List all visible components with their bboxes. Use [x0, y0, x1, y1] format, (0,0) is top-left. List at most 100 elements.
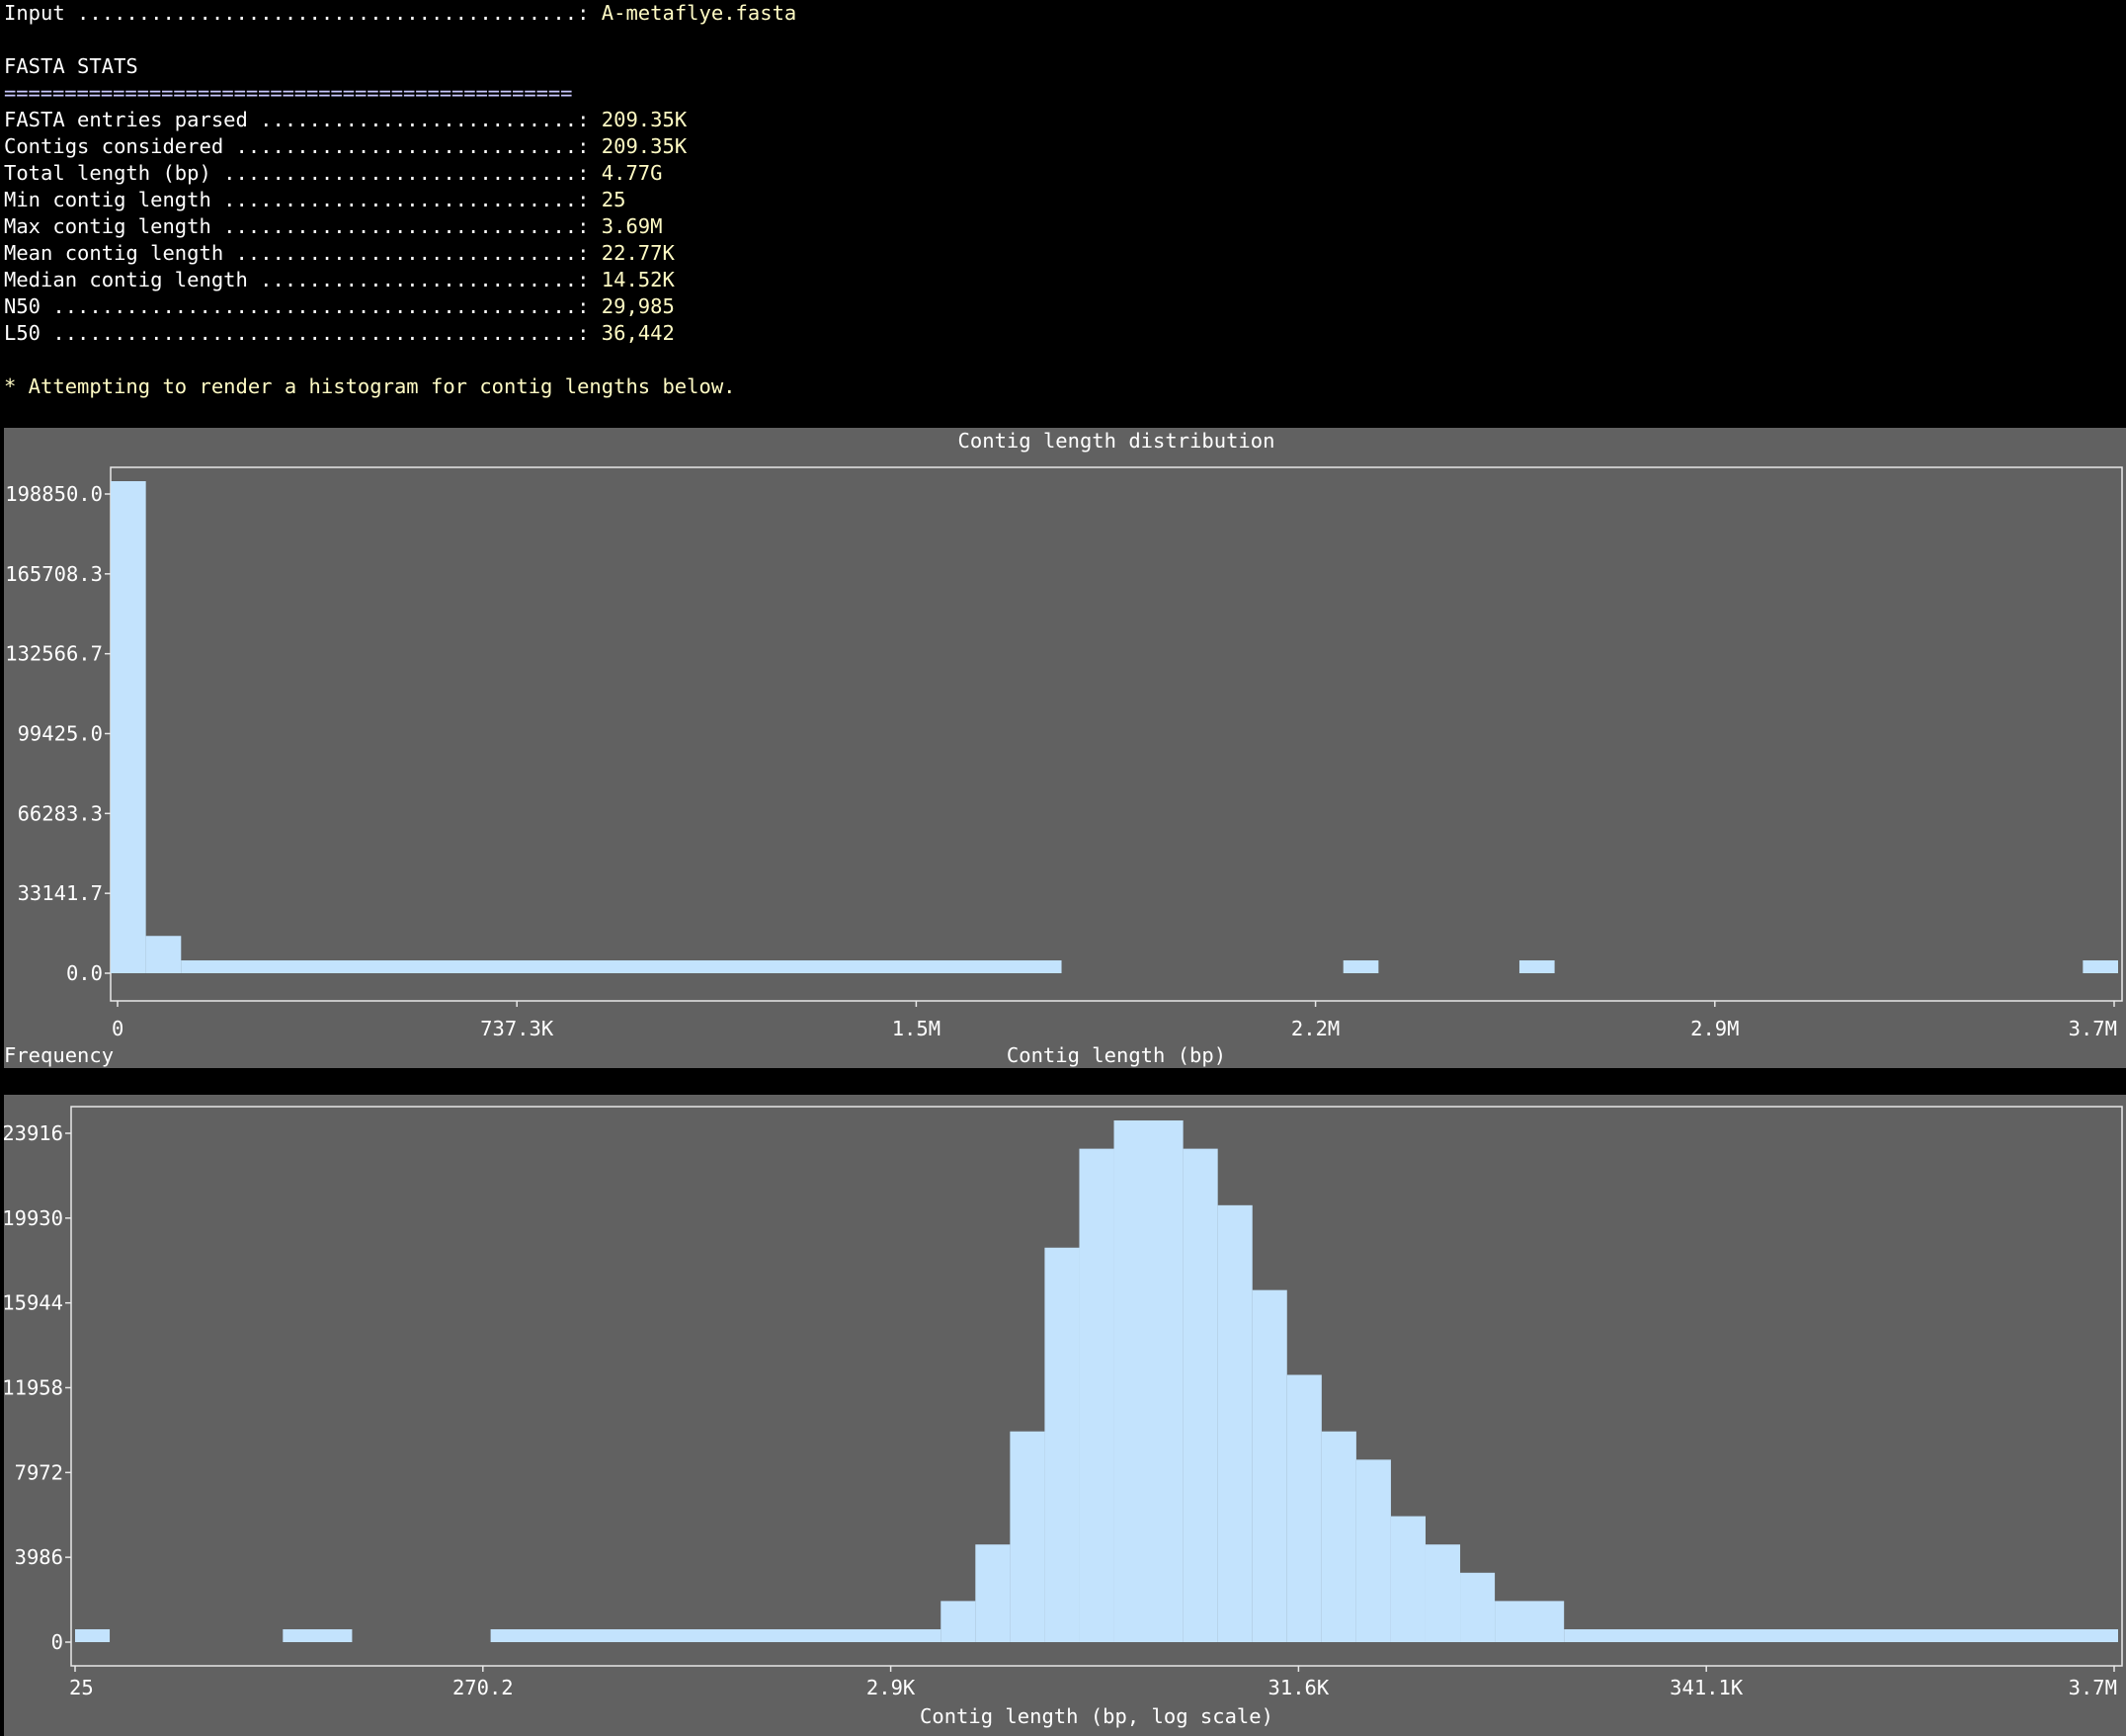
histogram-bar [1343, 960, 1379, 973]
stat-dots: ............................: [223, 134, 602, 158]
histogram-bar [940, 1601, 976, 1642]
log-histogram-chart: 0 3986 7972 11958 15944 19930 23916 25 270.2 2.9K… [4, 1106, 2123, 1728]
y-tick-label: 33141.7 [18, 881, 103, 905]
stats-list: FASTA entries parsed ...................… [4, 107, 2118, 347]
histogram-bar [1286, 1374, 1322, 1642]
plot-frame [70, 1106, 2123, 1667]
x-tick-label: 341.1K [1670, 1676, 1744, 1699]
histogram-bar [1460, 1572, 1496, 1642]
stat-value: 209.35K [601, 108, 688, 131]
histogram-bar [283, 1628, 353, 1642]
linear-histogram-panel: Contig length distribution 0.0 33141.7 6628… [4, 428, 2126, 1068]
y-tick-label: 7972 [15, 1460, 63, 1484]
input-label: Input [4, 1, 65, 25]
stat-dots: .............................: [210, 188, 602, 211]
stat-label: Total length (bp) [4, 161, 211, 185]
blank-line [4, 347, 2118, 373]
histogram-bar [1079, 1148, 1114, 1642]
x-tick-label: 3.7M [2069, 1676, 2117, 1699]
y-tick-label: 15944 [4, 1291, 63, 1315]
stat-value: 14.52K [601, 268, 675, 291]
stat-label: Median contig length [4, 268, 248, 291]
stat-dots: .............................: [210, 161, 602, 185]
stat-row: Median contig length ...................… [4, 267, 2118, 293]
histogram-bar [1321, 1431, 1356, 1642]
stat-value: 25 [601, 188, 626, 211]
stat-row: Total length (bp) ......................… [4, 160, 2118, 187]
stat-row: Mean contig length .....................… [4, 240, 2118, 267]
histogram-bar [1252, 1289, 1287, 1642]
stat-row: Contigs considered .....................… [4, 133, 2118, 160]
stat-row: Min contig length ......................… [4, 187, 2118, 213]
linear-histogram-chart: Contig length distribution 0.0 33141.7 6628… [4, 429, 2123, 1067]
y-tick-label: 198850.0 [5, 482, 103, 506]
y-tick-label: 66283.3 [18, 801, 103, 825]
histogram-bar [490, 1628, 941, 1642]
stat-label: Mean contig length [4, 241, 224, 265]
y-tick-label: 3986 [15, 1545, 63, 1569]
plot-frame [110, 466, 2123, 1002]
y-tick-label: 19930 [4, 1206, 63, 1230]
x-tick-label: 0 [112, 1017, 123, 1040]
y-axis-title: Frequency [4, 1043, 114, 1067]
stat-label: FASTA entries parsed [4, 108, 248, 131]
histogram-bar [1564, 1628, 2118, 1642]
histogram-bar [1518, 960, 1555, 973]
histogram-bar [1390, 1516, 1426, 1642]
histogram-bar [145, 936, 182, 973]
stat-row: N50 ....................................… [4, 293, 2118, 320]
histogram-bar [111, 481, 146, 973]
stat-label: L50 [4, 321, 41, 345]
stat-value: 22.77K [601, 241, 675, 265]
input-line: Input ..................................… [4, 0, 2118, 27]
histogram-bar [1425, 1544, 1461, 1642]
blank-line [4, 27, 2118, 53]
x-axis-title: Contig length (bp, log scale) [920, 1704, 1273, 1728]
x-tick-label: 1.5M [892, 1017, 940, 1040]
stat-dots: ..........................: [247, 108, 602, 131]
section-title: FASTA STATS [4, 54, 138, 78]
x-tick-label: 270.2 [452, 1676, 514, 1699]
histogram-bar [1217, 1204, 1253, 1642]
stat-row: FASTA entries parsed ...................… [4, 107, 2118, 133]
y-tick-label: 0.0 [66, 961, 103, 985]
y-tick-label: 0 [51, 1630, 63, 1654]
stat-label: Max contig length [4, 214, 211, 238]
input-dots: ........................................… [64, 1, 602, 25]
x-tick-label: 31.6K [1268, 1676, 1330, 1699]
x-tick-label: 2.2M [1291, 1017, 1340, 1040]
histogram-bar [2083, 960, 2118, 973]
x-tick-label: 3.7M [2069, 1017, 2117, 1040]
stat-label: N50 [4, 294, 41, 318]
section-separator: ========================================… [4, 81, 573, 105]
stat-label: Contigs considered [4, 134, 224, 158]
stat-label: Min contig length [4, 188, 211, 211]
stat-dots: ........................................… [41, 321, 602, 345]
stat-value: 4.77G [601, 161, 663, 185]
histogram-bar [1113, 1120, 1184, 1642]
input-value: A-metaflye.fasta [601, 1, 797, 25]
histogram-bar [75, 1628, 111, 1642]
stat-dots: .............................: [210, 214, 602, 238]
stat-row: Max contig length ......................… [4, 213, 2118, 240]
stat-dots: ............................: [223, 241, 602, 265]
histogram-bar [1010, 1431, 1045, 1642]
histogram-bar [1044, 1247, 1080, 1642]
y-tick-label: 23916 [4, 1121, 63, 1145]
stat-value: 29,985 [601, 294, 675, 318]
x-tick-label: 2.9K [866, 1676, 916, 1699]
stat-value: 3.69M [601, 214, 663, 238]
histogram-note: * Attempting to render a histogram for c… [4, 374, 736, 398]
y-tick-label: 132566.7 [5, 642, 103, 666]
chart-title: Contig length distribution [958, 429, 1275, 453]
stat-dots: ........................................… [41, 294, 602, 318]
log-histogram-panel: 0 3986 7972 11958 15944 19930 23916 25 270.2 2.9K… [4, 1095, 2126, 1736]
stat-row: L50 ....................................… [4, 320, 2118, 347]
histogram-bar [1355, 1459, 1391, 1642]
x-tick-label: 25 [69, 1676, 94, 1699]
histogram-bar [181, 960, 1062, 973]
histogram-bar [1183, 1148, 1218, 1642]
y-tick-label: 99425.0 [18, 722, 103, 746]
stat-value: 36,442 [601, 321, 675, 345]
x-tick-label: 737.3K [480, 1017, 554, 1040]
